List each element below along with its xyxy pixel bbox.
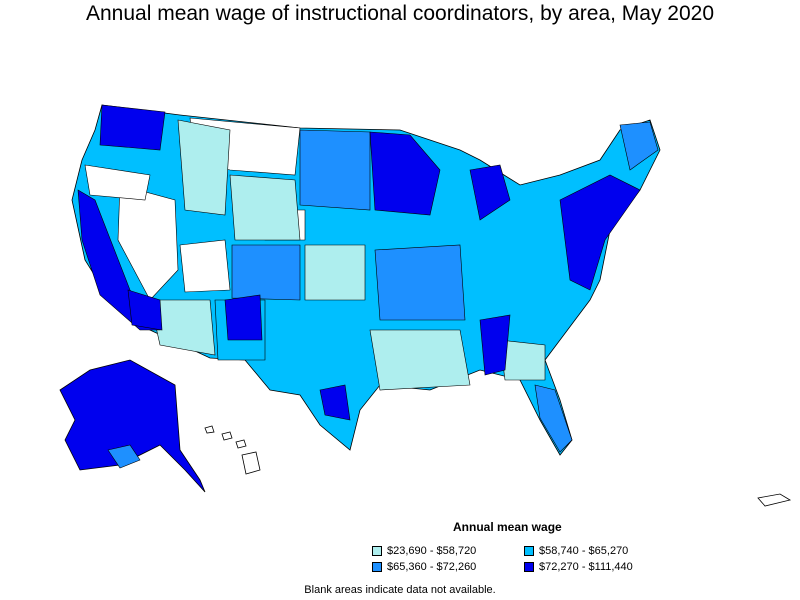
tier4-region-texas-houston <box>319 384 351 421</box>
tier4-region-minnesota <box>369 131 441 216</box>
alaska-region-southeast <box>107 444 141 469</box>
tier4-region-southern-california <box>127 289 163 331</box>
alaska <box>59 359 206 493</box>
legend-label-tier1: $23,690 - $58,720 <box>387 545 477 557</box>
tier1-region-great-plains <box>304 244 366 301</box>
tier3-region-dakotas <box>299 129 371 211</box>
tier1-region-south-central <box>369 329 471 391</box>
tier4-region-california-coast <box>77 189 161 331</box>
hawaii <box>204 425 261 475</box>
legend-item-tier3: $65,360 - $72,260 <box>372 561 476 573</box>
legend-swatch-tier2 <box>524 546 534 556</box>
tier4-region-northeast-corridor <box>559 174 641 291</box>
tier4-region-michigan <box>469 164 511 221</box>
tier3-region-midwest <box>374 244 466 321</box>
legend-item-tier1: $23,690 - $58,720 <box>372 545 476 557</box>
legend-title: Annual mean wage <box>453 520 562 534</box>
tier4-region-new-mexico <box>224 294 263 341</box>
tier1-region-wyoming <box>229 174 301 241</box>
legend-swatch-tier4 <box>524 562 534 572</box>
tier4-region-washington <box>99 104 166 151</box>
map-title: Annual mean wage of instructional coordi… <box>85 2 715 25</box>
tier3-region-florida <box>534 384 573 453</box>
legend-item-tier4: $72,270 - $111,440 <box>524 561 633 573</box>
tier3-region-maine <box>619 121 659 171</box>
tier3-region-colorado <box>231 244 301 301</box>
legend-item-tier2: $58,740 - $65,270 <box>524 545 628 557</box>
data-availability-note: Blank areas indicate data not available. <box>304 584 496 596</box>
no-data-region-nevada <box>117 184 179 301</box>
no-data-region-utah <box>179 239 231 293</box>
legend-label-tier3: $65,360 - $72,260 <box>387 561 477 573</box>
legend-label-tier4: $72,270 - $111,440 <box>539 561 633 573</box>
tier1-region-idaho-montana <box>177 119 231 216</box>
legend-label-tier2: $58,740 - $65,270 <box>539 545 629 557</box>
legend-swatch-tier3 <box>372 562 382 572</box>
legend-swatch-tier1 <box>372 546 382 556</box>
us-choropleth-map <box>59 104 792 507</box>
tier4-region-carolinas <box>479 314 511 376</box>
puerto-rico <box>757 493 792 507</box>
no-data-region-oregon-east <box>84 164 151 201</box>
